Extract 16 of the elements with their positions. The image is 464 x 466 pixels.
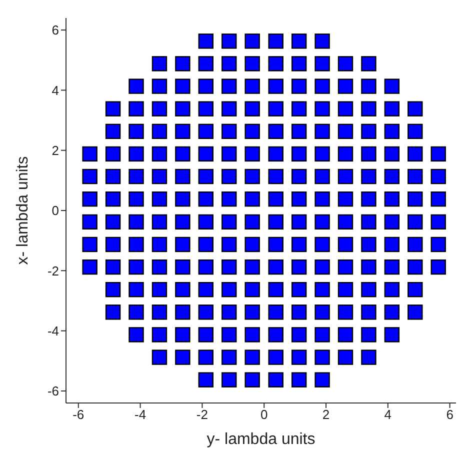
y-axis-title: x- lambda units bbox=[14, 156, 32, 265]
x-tick-label: 4 bbox=[384, 407, 392, 422]
y-tick-label: -2 bbox=[47, 263, 59, 278]
x-axis-title: y- lambda units bbox=[206, 431, 316, 448]
y-tick-label: 2 bbox=[52, 142, 59, 158]
y-tick-label: 4 bbox=[52, 82, 59, 98]
y-tick-label: -6 bbox=[47, 384, 59, 399]
x-tick-label: 0 bbox=[260, 407, 268, 422]
y-tick-label: -4 bbox=[47, 323, 59, 338]
x-tick-label: -6 bbox=[72, 407, 84, 422]
y-tick-label: 6 bbox=[52, 22, 59, 38]
x-tick-label: -4 bbox=[134, 407, 146, 422]
x-tick-label: -2 bbox=[196, 407, 208, 422]
x-tick-label: 6 bbox=[446, 407, 454, 422]
y-tick-label: 0 bbox=[52, 203, 59, 218]
x-tick-label: 2 bbox=[322, 407, 330, 422]
